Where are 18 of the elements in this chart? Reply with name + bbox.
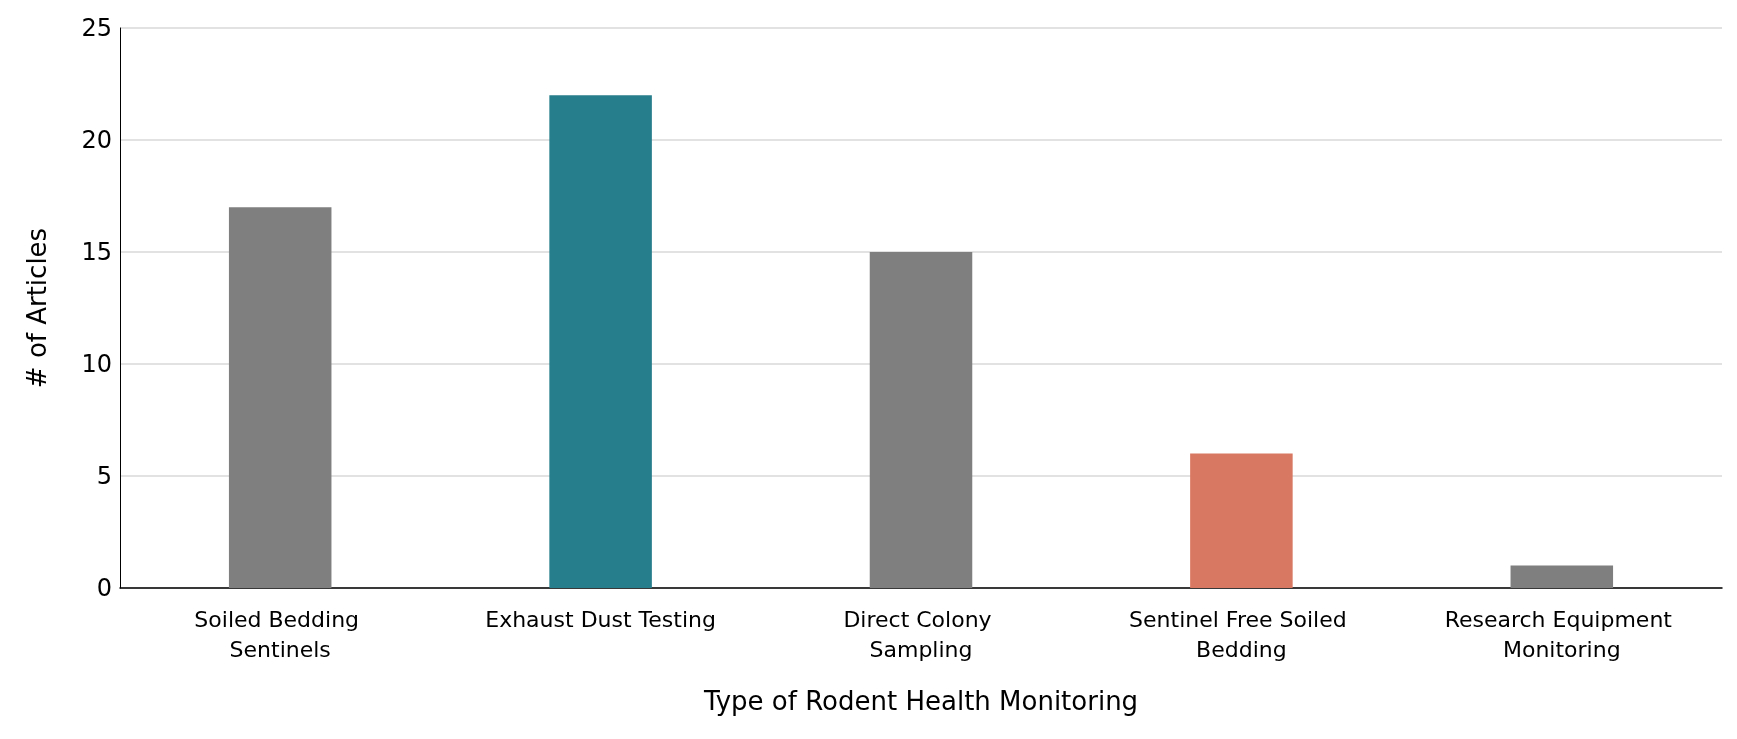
y-axis-title: # of Articles xyxy=(22,227,52,389)
y-tick-label: 0 xyxy=(96,574,112,602)
x-tick-label: Direct Colony Sampling xyxy=(843,606,999,662)
y-tick-label: 15 xyxy=(81,238,112,266)
y-tick-label: 25 xyxy=(81,14,112,42)
x-tick-label: Research Equipment Monitoring xyxy=(1444,606,1679,662)
bar xyxy=(228,207,332,588)
y-tick-label: 10 xyxy=(81,350,112,378)
bar xyxy=(1510,565,1614,588)
bar xyxy=(869,252,973,588)
bar xyxy=(549,95,652,588)
x-axis-title: Type of Rodent Health Monitoring xyxy=(702,686,1139,716)
x-tick-label: Soiled Bedding Sentinels xyxy=(194,606,367,662)
x-tick-label: Sentinel Free Soiled Bedding xyxy=(1129,606,1354,662)
y-tick-label: 20 xyxy=(81,126,112,154)
x-tick-label: Exhaust Dust Testing xyxy=(485,606,716,632)
bar xyxy=(1190,453,1293,588)
y-tick-label: 5 xyxy=(96,462,112,490)
